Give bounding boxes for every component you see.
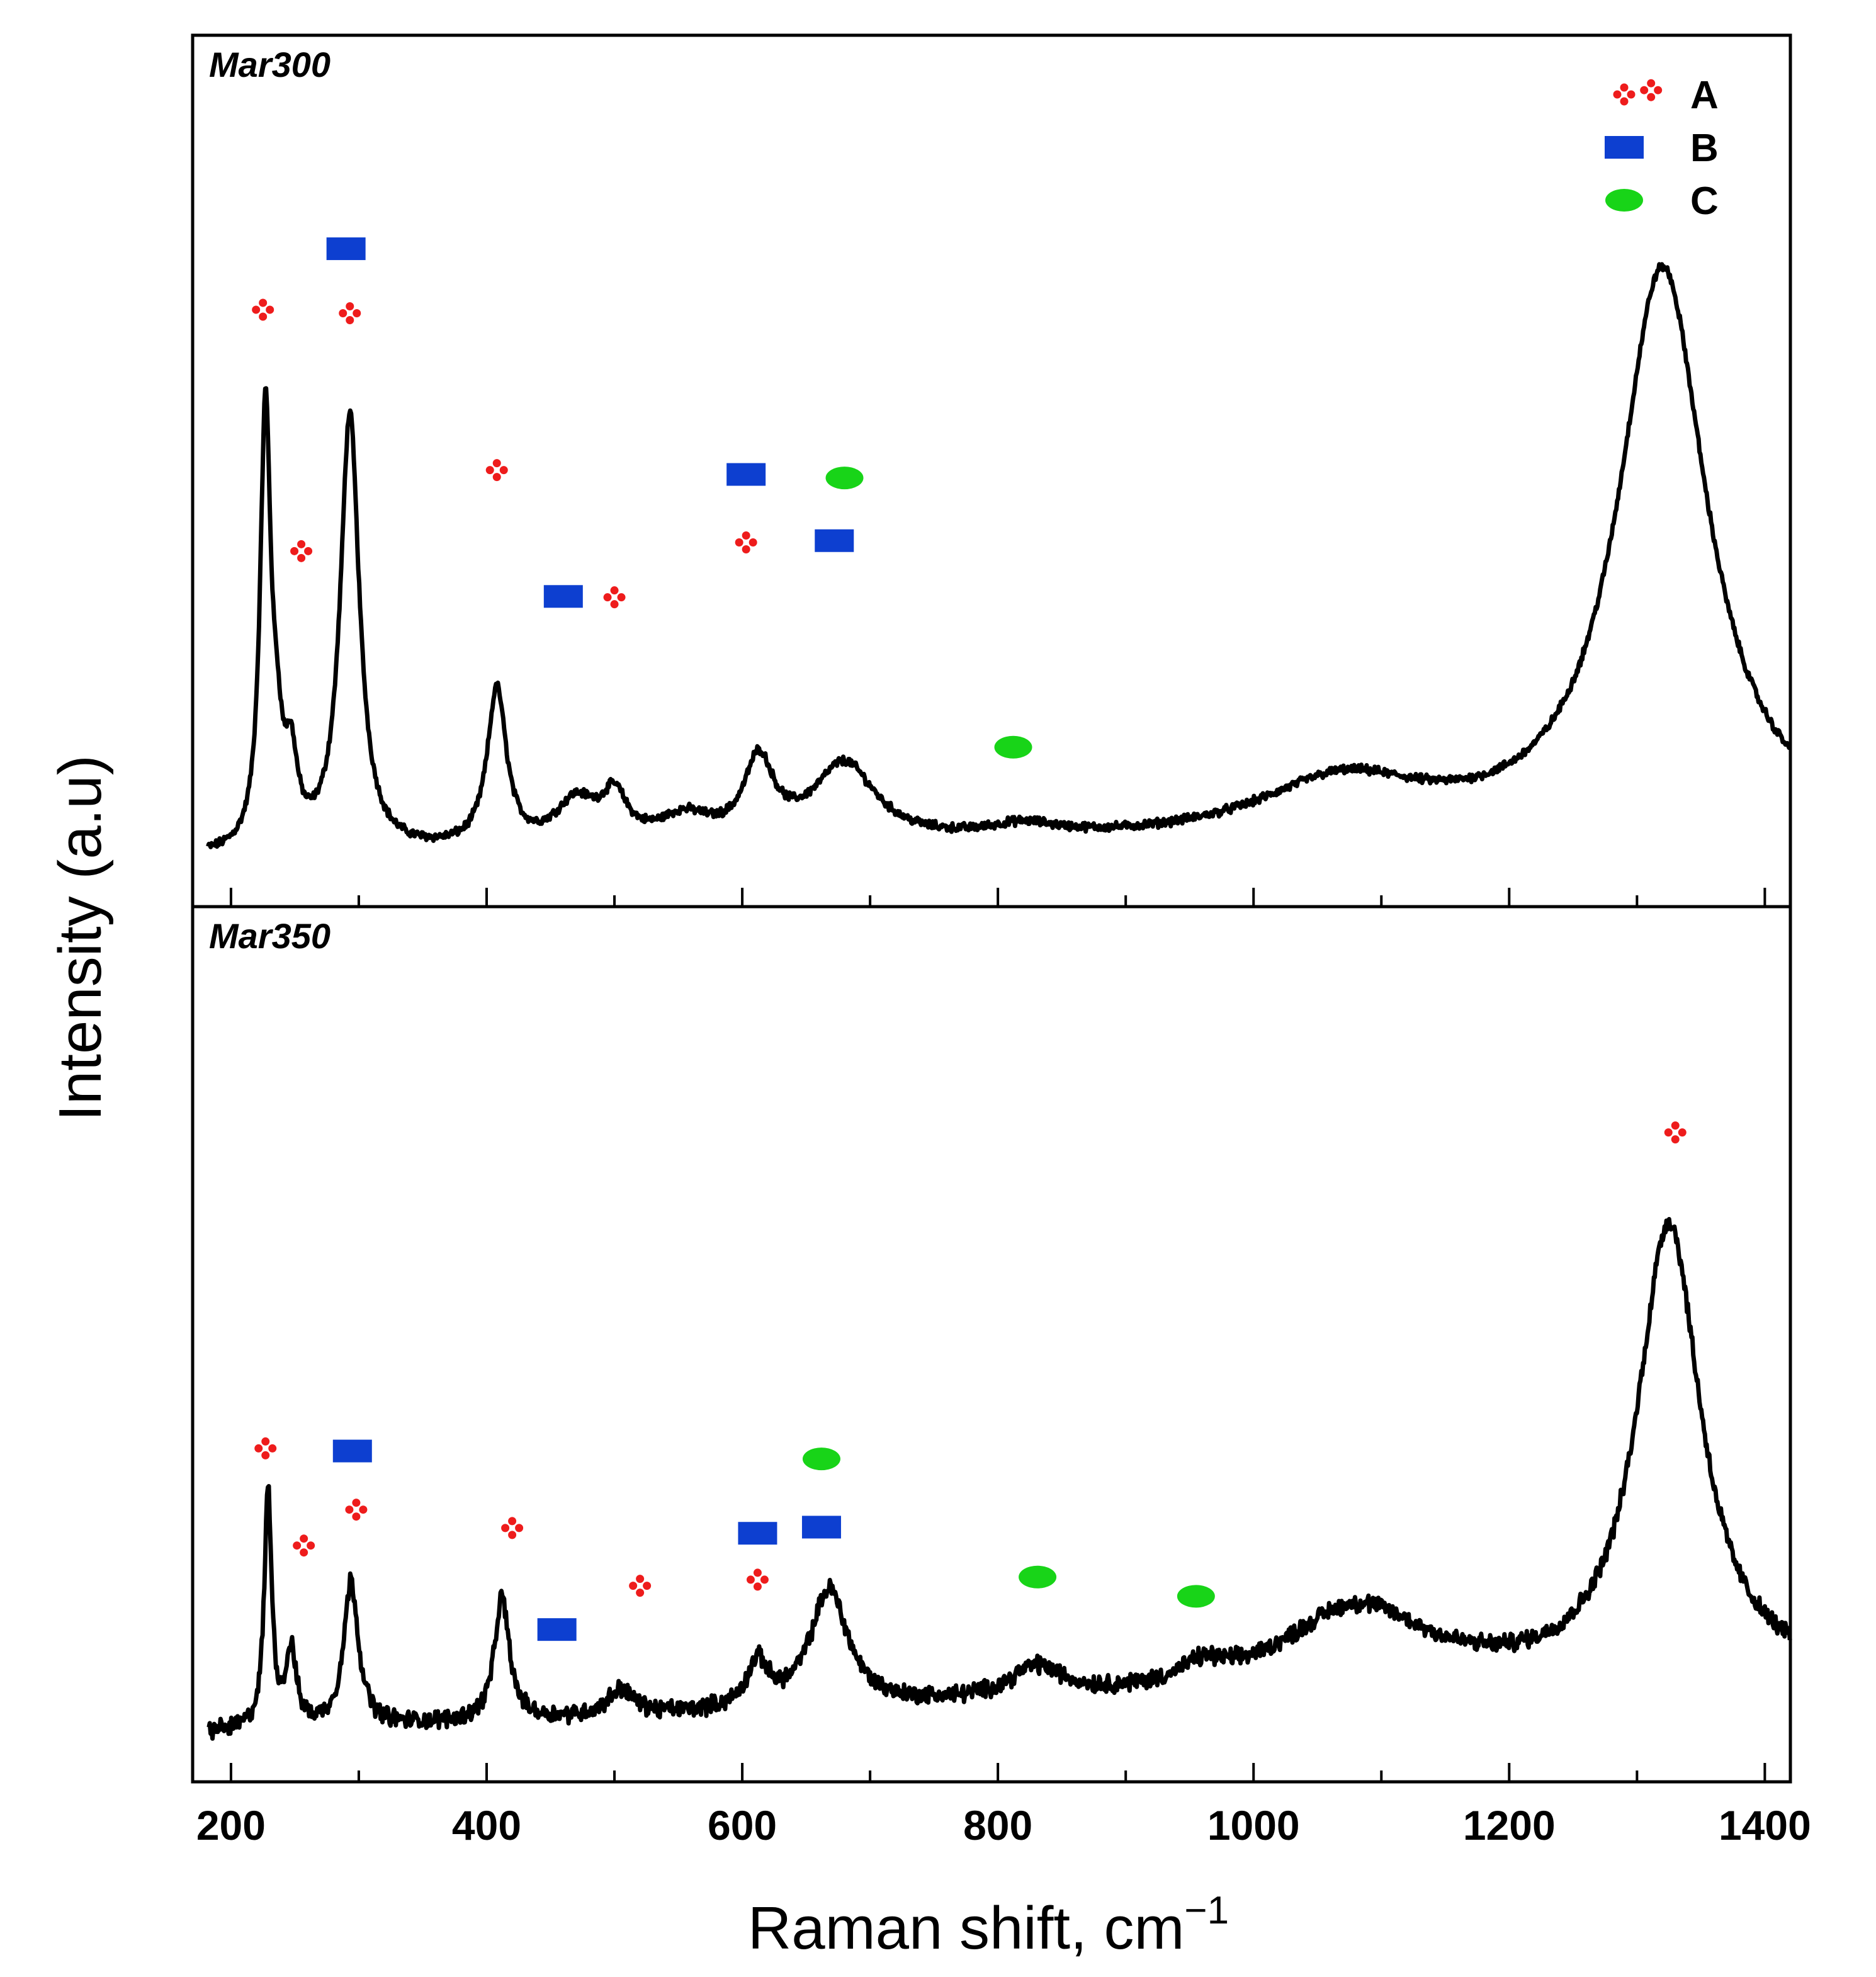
peak-marker-b bbox=[815, 529, 854, 552]
peak-marker-a bbox=[345, 1498, 368, 1521]
legend-marker-c bbox=[1605, 189, 1643, 212]
peak-marker-a bbox=[252, 298, 274, 321]
legend-marker-b bbox=[1605, 136, 1644, 159]
x-tick-label: 1400 bbox=[1719, 1802, 1811, 1849]
peak-marker-a bbox=[1640, 79, 1663, 101]
peak-marker-b bbox=[726, 463, 766, 486]
x-tick-label: 200 bbox=[196, 1802, 266, 1849]
peak-marker-b bbox=[801, 1515, 841, 1539]
peak-marker-a bbox=[293, 1534, 315, 1557]
peak-marker-b bbox=[537, 1618, 577, 1641]
plot-frame bbox=[191, 33, 1792, 1784]
panel-mar350: Mar350 bbox=[206, 916, 1792, 1741]
peak-marker-a bbox=[339, 302, 361, 324]
x-axis-title-superscript: −1 bbox=[1184, 1889, 1229, 1932]
panel-label-mar300: Mar300 bbox=[209, 45, 331, 84]
x-axis-title-text: Raman shift, cm bbox=[748, 1895, 1185, 1962]
x-axis-title: Raman shift, cm−1 bbox=[748, 1889, 1229, 1962]
spectrum-line-mar350 bbox=[206, 1216, 1792, 1741]
panels-group: Mar300 Mar350 bbox=[206, 45, 1792, 1741]
legend-label-b: B bbox=[1690, 127, 1719, 170]
x-tick-label: 1000 bbox=[1207, 1802, 1300, 1849]
peak-marker-a bbox=[603, 586, 626, 609]
legend-marker-a bbox=[1613, 83, 1636, 106]
peak-marker-b bbox=[543, 585, 583, 608]
y-axis-title: Intensity (a.u) bbox=[47, 755, 114, 1121]
peak-marker-a bbox=[629, 1575, 652, 1597]
peak-marker-c bbox=[1019, 1565, 1057, 1589]
peak-marker-c bbox=[825, 467, 864, 490]
peak-marker-a bbox=[746, 1568, 769, 1591]
peak-marker-c bbox=[802, 1447, 840, 1471]
peak-marker-a bbox=[254, 1437, 277, 1459]
panel-label-mar350: Mar350 bbox=[209, 916, 331, 956]
peak-marker-a bbox=[501, 1517, 524, 1539]
panel-mar300: Mar300 bbox=[206, 45, 1792, 849]
x-tick-label: 800 bbox=[963, 1802, 1032, 1849]
x-tick-label: 1200 bbox=[1463, 1802, 1556, 1849]
peak-marker-b bbox=[738, 1522, 777, 1545]
peak-marker-c bbox=[994, 735, 1032, 759]
peak-marker-b bbox=[326, 237, 366, 261]
legend-label-a: A bbox=[1690, 74, 1719, 117]
legend: ABC bbox=[1605, 74, 1719, 223]
axes-border bbox=[191, 33, 1792, 1784]
peak-marker-a bbox=[290, 540, 313, 562]
x-axis-ticks: 200 400 600 800 1000 1200 1400 bbox=[196, 888, 1811, 1849]
peak-marker-b bbox=[332, 1439, 372, 1463]
peak-marker-a bbox=[735, 531, 757, 553]
spectrum-line-mar300 bbox=[206, 262, 1792, 849]
peak-marker-a bbox=[1664, 1121, 1687, 1144]
peak-marker-c bbox=[1177, 1585, 1215, 1608]
legend-label-c: C bbox=[1690, 179, 1719, 223]
x-tick-label: 600 bbox=[708, 1802, 777, 1849]
x-tick-label: 400 bbox=[452, 1802, 521, 1849]
peak-marker-a bbox=[485, 459, 508, 482]
